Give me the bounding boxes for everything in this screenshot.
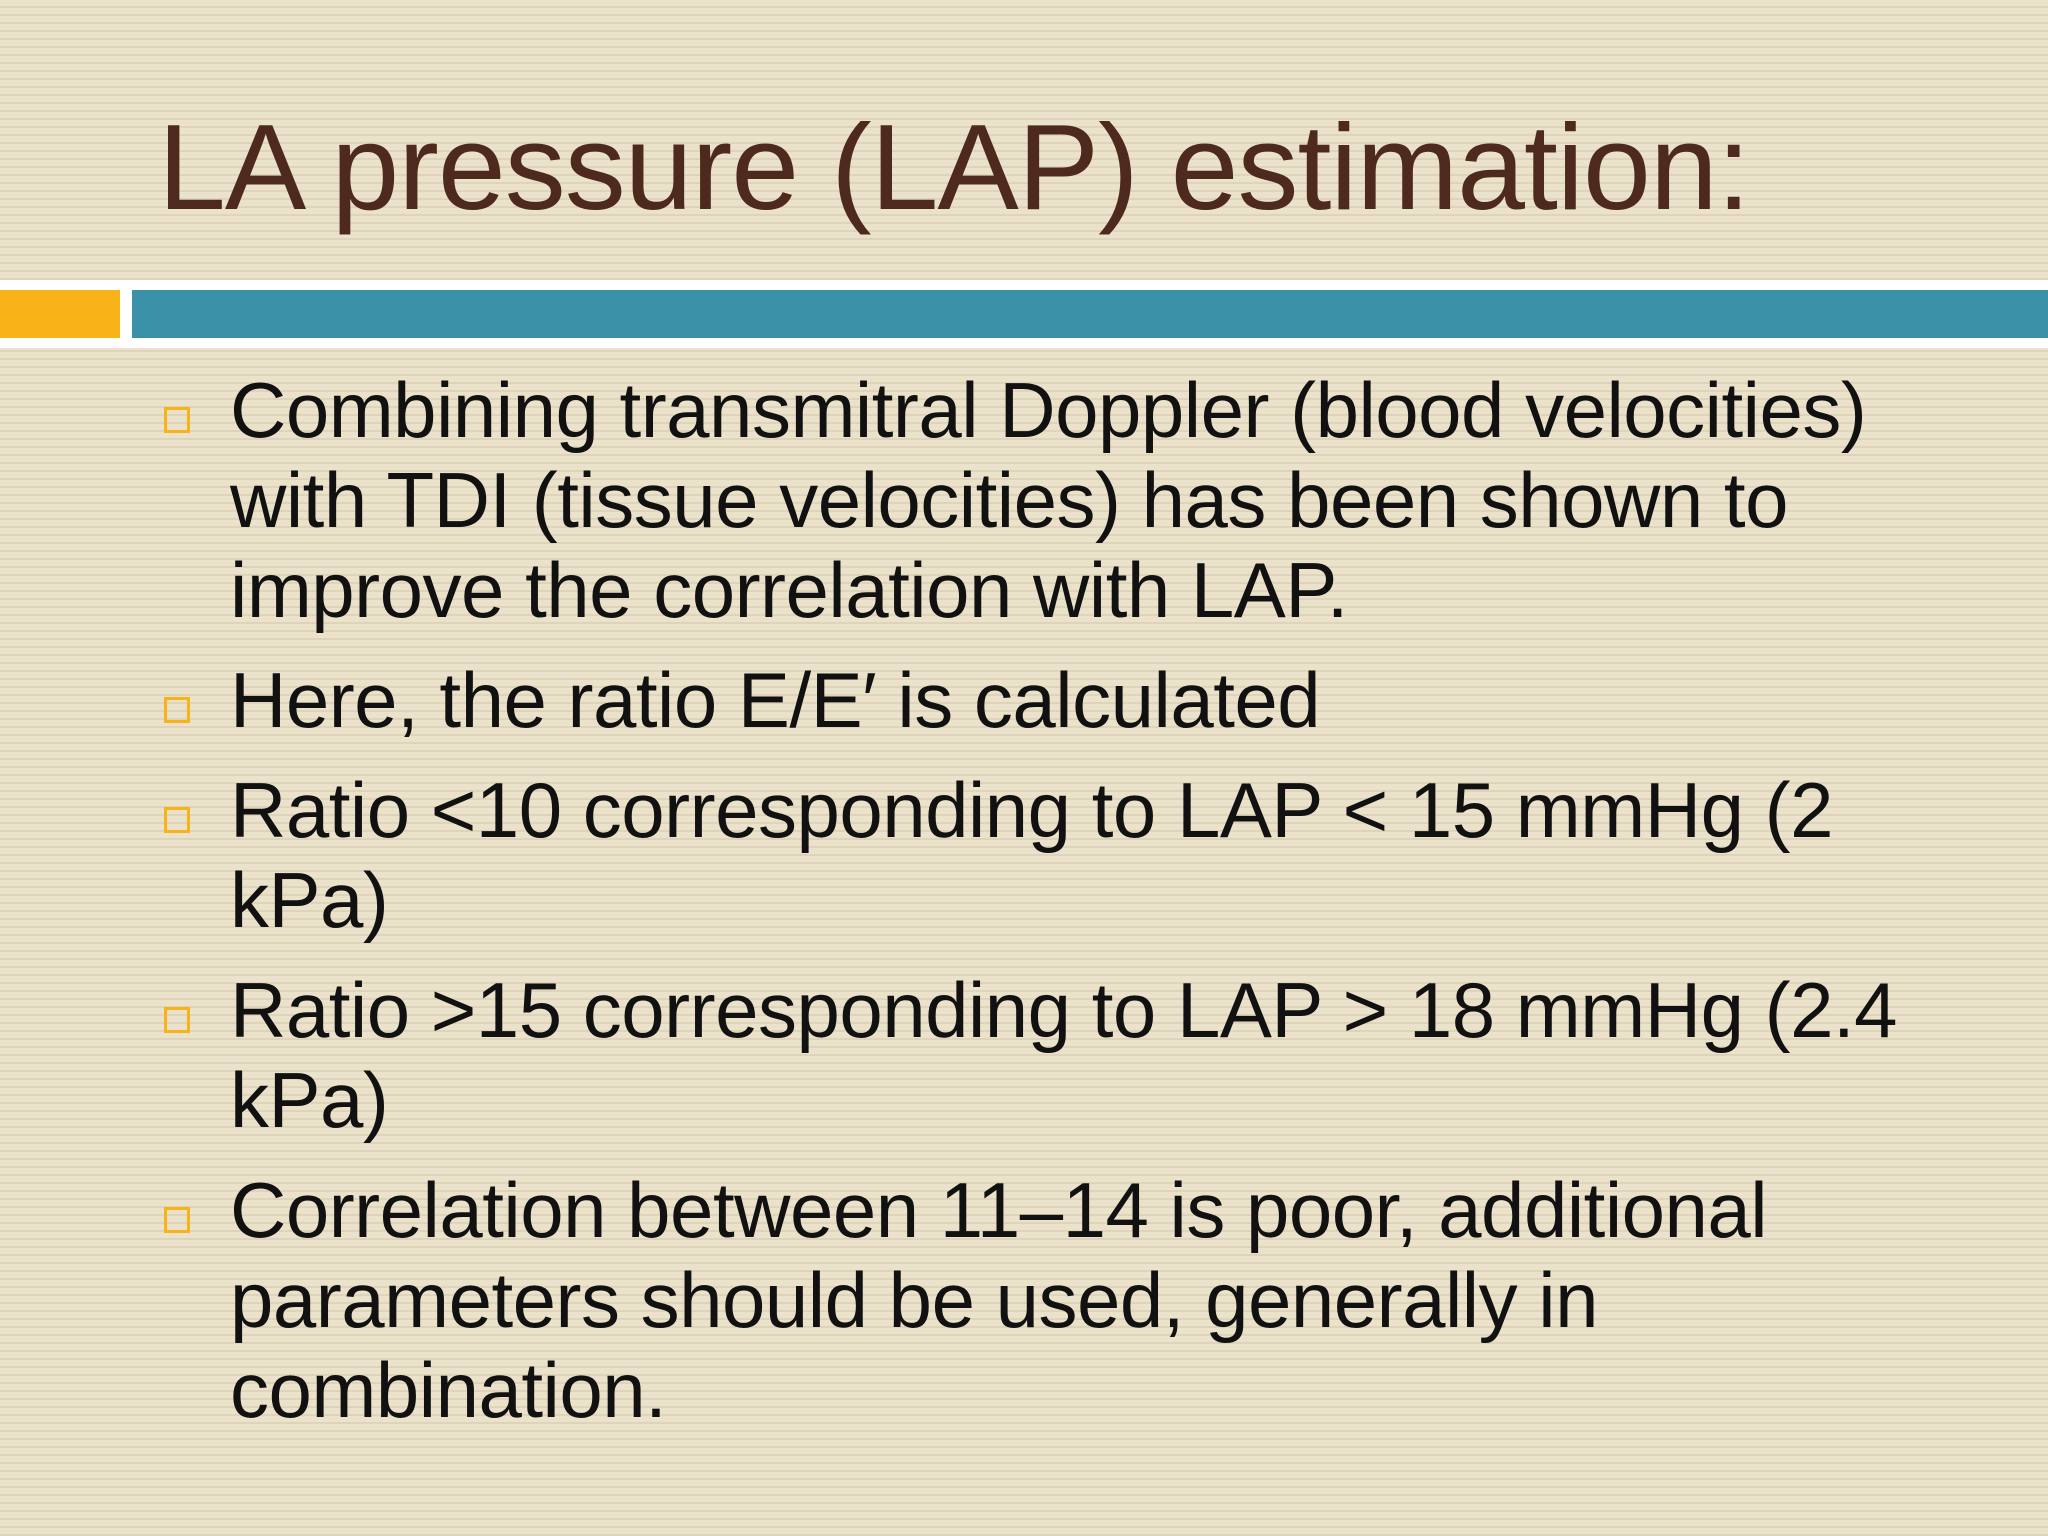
bullet-item: Here, the ratio E/E′ is calculated [158,655,1988,745]
bullet-item: Ratio >15 corresponding to LAP > 18 mmHg… [158,965,1988,1145]
hollow-square-bullet-icon [164,407,190,433]
bullet-text: Combining transmitral Doppler (blood vel… [230,366,1867,634]
hollow-square-bullet-icon [164,1207,190,1233]
hollow-square-bullet-icon [164,1007,190,1033]
divider-orange-accent [0,290,120,338]
bullet-item: Ratio <10 corresponding to LAP < 15 mmHg… [158,765,1988,945]
bullet-item: Correlation between 11–14 is poor, addit… [158,1165,1988,1435]
bullet-text: Here, the ratio E/E′ is calculated [230,656,1321,744]
title-divider-bar [0,280,2048,348]
divider-teal-bar [132,290,2048,338]
hollow-square-bullet-icon [164,807,190,833]
bullet-list: Combining transmitral Doppler (blood vel… [158,365,1988,1455]
bullet-text: Ratio <10 corresponding to LAP < 15 mmHg… [230,766,1833,944]
slide-title: LA pressure (LAP) estimation: [158,99,1751,235]
bullet-text: Correlation between 11–14 is poor, addit… [230,1166,1768,1434]
hollow-square-bullet-icon [164,697,190,723]
bullet-text: Ratio >15 corresponding to LAP > 18 mmHg… [230,966,1898,1144]
bullet-item: Combining transmitral Doppler (blood vel… [158,365,1988,635]
